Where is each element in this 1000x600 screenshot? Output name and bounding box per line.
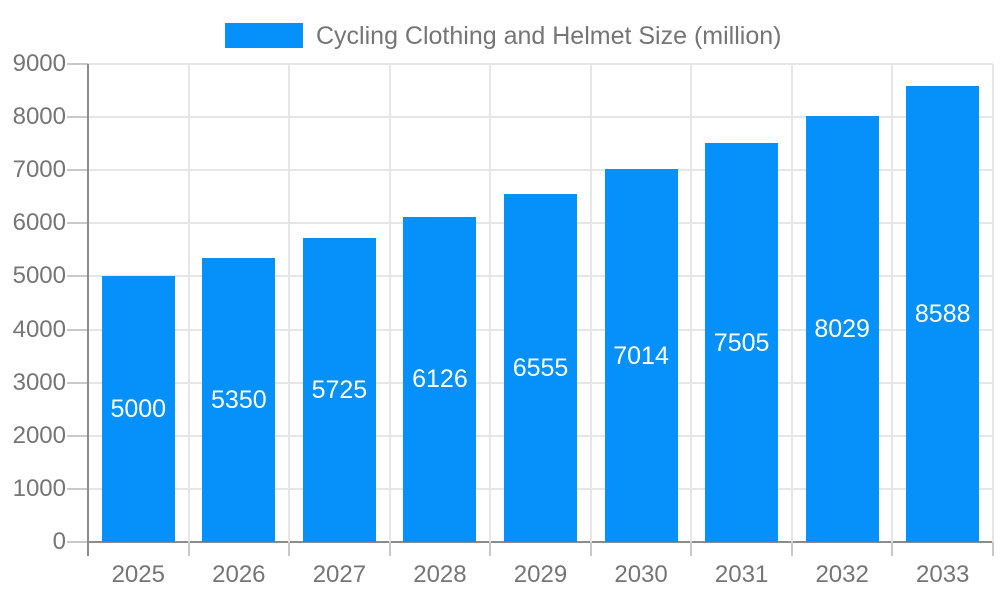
x-tick-label: 2025	[111, 561, 165, 588]
y-gridline	[88, 116, 993, 119]
v-gridline	[489, 64, 492, 542]
v-gridline	[589, 64, 592, 542]
y-tick-label: 4000	[12, 315, 66, 343]
y-tick-label: 0	[52, 528, 66, 555]
x-tick-label: 2032	[815, 561, 869, 588]
bar[interactable]	[906, 85, 980, 542]
bar[interactable]	[403, 216, 477, 542]
x-tick-mark	[891, 542, 894, 556]
v-gridline	[388, 64, 391, 542]
y-gridline	[88, 63, 993, 65]
x-tick-label: 2027	[312, 561, 367, 588]
v-gridline	[891, 64, 894, 542]
x-tick-mark	[187, 542, 190, 556]
y-tick-label: 9000	[12, 50, 66, 77]
x-tick-label: 2028	[413, 561, 467, 588]
v-gridline	[790, 64, 793, 542]
y-tick-mark	[67, 541, 88, 543]
x-tick-label: 2029	[513, 561, 568, 588]
bar[interactable]	[302, 237, 376, 542]
bar[interactable]	[504, 193, 577, 542]
bar[interactable]	[101, 276, 175, 542]
bar-value-label: 8588	[914, 299, 971, 328]
bar-value-label: 7014	[613, 341, 669, 370]
y-tick-mark	[67, 222, 88, 225]
x-tick-label: 2031	[714, 561, 769, 588]
x-tick-mark	[790, 542, 793, 556]
x-axis-baseline	[88, 541, 993, 543]
bar[interactable]	[202, 257, 276, 542]
v-gridline	[690, 64, 693, 542]
y-tick-label: 3000	[12, 368, 66, 396]
bar-value-label: 6555	[512, 353, 569, 382]
y-axis-line	[87, 64, 89, 556]
x-tick-mark	[589, 542, 592, 556]
y-gridline	[88, 169, 993, 172]
y-tick-label: 7000	[12, 156, 66, 184]
y-tick-mark	[67, 116, 88, 119]
bar[interactable]	[805, 115, 879, 542]
x-tick-label: 2033	[916, 561, 970, 588]
bar[interactable]	[705, 143, 779, 542]
y-tick-mark	[67, 328, 88, 331]
y-tick-label: 1000	[12, 474, 66, 502]
bar-value-label: 5725	[311, 375, 368, 404]
bar-value-label: 8029	[814, 314, 870, 343]
x-tick-mark	[489, 542, 492, 556]
x-tick-mark	[690, 542, 693, 556]
y-tick-mark	[67, 275, 88, 278]
x-tick-label: 2030	[614, 561, 668, 588]
y-tick-mark	[67, 487, 88, 490]
bar[interactable]	[604, 169, 678, 542]
x-tick-mark	[288, 542, 291, 556]
legend-label: Cycling Clothing and Helmet Size (millio…	[316, 22, 782, 50]
v-gridline	[288, 64, 291, 542]
bar-value-label: 5350	[211, 385, 267, 414]
y-tick-label: 8000	[12, 103, 66, 131]
y-tick-mark	[67, 169, 88, 172]
bar-value-label: 5000	[110, 395, 167, 424]
y-tick-mark	[67, 381, 88, 384]
v-gridline	[187, 64, 190, 542]
bar-value-label: 7505	[713, 328, 770, 357]
x-tick-label: 2026	[212, 561, 266, 588]
y-tick-mark	[67, 63, 88, 65]
y-tick-mark	[67, 434, 88, 437]
bar-value-label: 6126	[412, 365, 468, 394]
y-tick-label: 6000	[12, 209, 66, 237]
v-gridline	[992, 64, 994, 542]
y-tick-label: 2000	[12, 421, 66, 449]
chart-legend: Cycling Clothing and Helmet Size (millio…	[0, 0, 1000, 60]
x-tick-mark	[992, 542, 994, 556]
y-tick-label: 5000	[12, 262, 66, 290]
legend-swatch	[225, 23, 303, 48]
x-tick-mark	[388, 542, 391, 556]
